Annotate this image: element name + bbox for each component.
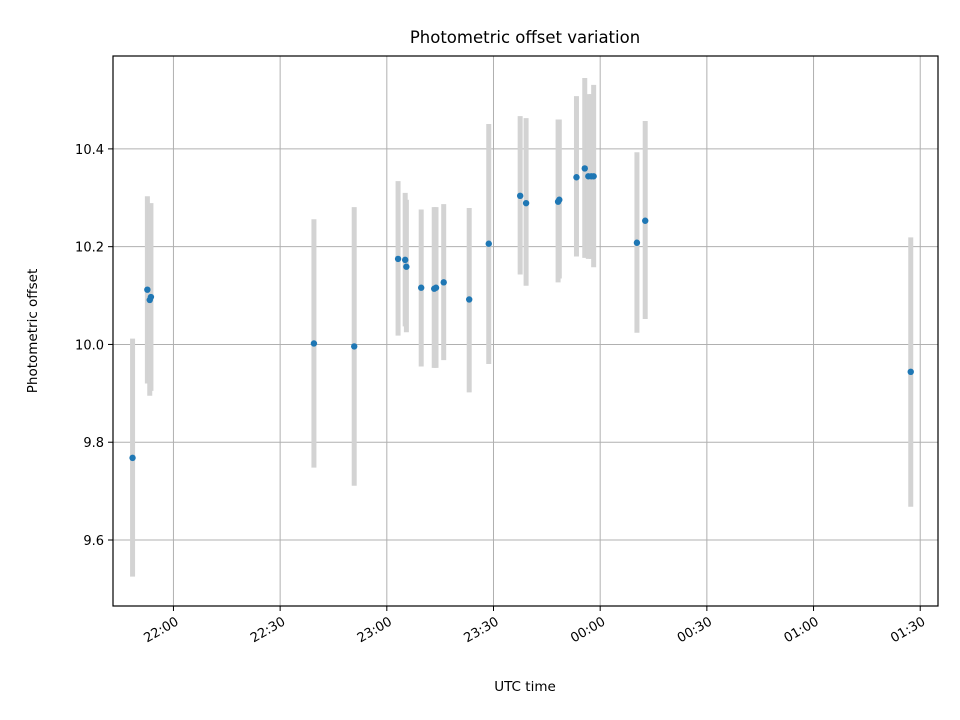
data-point [129, 454, 136, 462]
data-point [642, 217, 649, 224]
data-point [432, 284, 440, 291]
data-point [907, 368, 914, 376]
data-point [485, 240, 492, 247]
y-tick-label: 10.0 [75, 338, 104, 353]
data-point [417, 284, 425, 291]
x-tick-label: 22:00 [142, 614, 182, 646]
x-axis: 22:00 22:30 23:00 23:30 00:00 00:30 01:00 01:30 [142, 606, 928, 646]
y-axis-label: Photometric offset [25, 269, 41, 393]
data-point [556, 196, 563, 203]
plot-frame [112, 55, 939, 607]
data-point [465, 296, 473, 303]
data-point [310, 340, 318, 347]
data-point [522, 199, 530, 207]
x-tick-label: 00:00 [568, 614, 608, 646]
y-tick-label: 9.6 [83, 534, 104, 549]
data-point [516, 192, 524, 200]
y-tick-label: 9.8 [83, 436, 104, 451]
x-tick-label: 23:30 [462, 614, 502, 646]
data-point [590, 173, 597, 180]
y-tick-label: 10.4 [75, 143, 104, 158]
x-tick-label: 00:30 [675, 614, 715, 646]
data-point [401, 256, 409, 264]
data-point [351, 343, 358, 350]
data-point [633, 239, 641, 246]
x-tick-label: 01:00 [782, 614, 822, 646]
error-bars [130, 78, 914, 577]
data-point [394, 255, 402, 263]
x-tick-label: 01:30 [888, 614, 928, 646]
data-point [403, 263, 410, 270]
data-point [440, 279, 447, 286]
data-point [573, 174, 580, 181]
chart-title: Photometric offset variation [410, 28, 640, 47]
y-tick-label: 10.2 [75, 241, 104, 256]
x-axis-label: UTC time [494, 679, 556, 695]
y-axis: 9.6 9.8 10.0 10.2 10.4 [75, 143, 113, 549]
x-tick-label: 23:00 [355, 614, 395, 646]
data-point [581, 165, 588, 172]
data-point [144, 286, 151, 293]
x-tick-label: 22:30 [248, 614, 288, 646]
data-points [129, 165, 914, 462]
data-point [147, 293, 155, 301]
